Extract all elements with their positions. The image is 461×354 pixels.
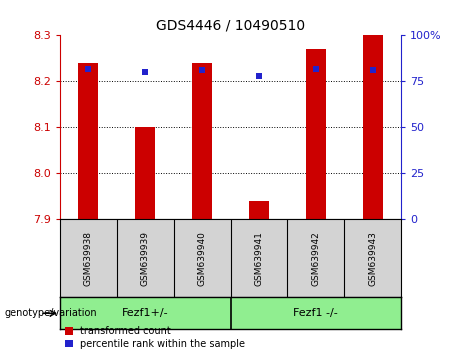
Text: Fezf1+/-: Fezf1+/- [122, 308, 169, 318]
Point [369, 68, 376, 73]
Point [85, 66, 92, 72]
Text: genotype/variation: genotype/variation [5, 308, 97, 318]
Text: GSM639939: GSM639939 [141, 231, 150, 286]
Text: GSM639940: GSM639940 [198, 231, 207, 286]
Bar [249, 201, 269, 219]
Text: GSM639941: GSM639941 [254, 231, 263, 286]
Bar [363, 35, 383, 219]
Text: GSM639943: GSM639943 [368, 231, 377, 286]
Point [312, 66, 319, 72]
Point [255, 73, 263, 79]
Legend: transformed count, percentile rank within the sample: transformed count, percentile rank withi… [65, 326, 245, 349]
Text: GSM639942: GSM639942 [311, 231, 320, 286]
Title: GDS4446 / 10490510: GDS4446 / 10490510 [156, 19, 305, 33]
Point [198, 68, 206, 73]
Bar [135, 127, 155, 219]
Bar [192, 63, 212, 219]
Bar [78, 63, 98, 219]
Text: GSM639938: GSM639938 [84, 231, 93, 286]
Point [142, 69, 149, 75]
Bar [306, 49, 326, 219]
Text: Fezf1 -/-: Fezf1 -/- [293, 308, 338, 318]
